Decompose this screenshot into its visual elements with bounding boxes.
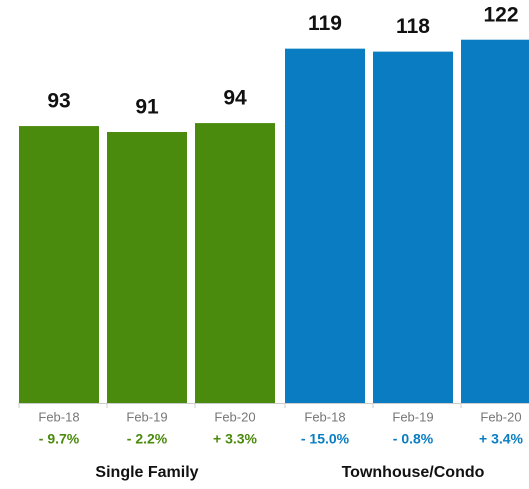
change-label: + 3.3% xyxy=(213,431,258,447)
group-label: Townhouse/Condo xyxy=(342,464,485,481)
x-tick-label: Feb-19 xyxy=(126,409,167,424)
bar xyxy=(461,39,529,403)
bar xyxy=(373,51,453,403)
x-tick-label: Feb-19 xyxy=(392,409,433,424)
bar xyxy=(107,132,187,403)
value-label: 91 xyxy=(135,96,159,119)
x-tick-label: Feb-20 xyxy=(214,409,255,424)
group-label: Single Family xyxy=(95,464,198,481)
change-label: - 2.2% xyxy=(127,431,168,447)
change-label: - 0.8% xyxy=(393,431,434,447)
value-label: 93 xyxy=(47,90,70,113)
x-tick-label: Feb-20 xyxy=(480,409,521,424)
change-label: + 3.4% xyxy=(479,431,524,447)
bar xyxy=(285,48,365,404)
value-label: 94 xyxy=(223,87,247,110)
change-label: - 9.7% xyxy=(39,431,80,447)
value-label: 122 xyxy=(483,3,518,26)
bar xyxy=(19,126,99,404)
bar xyxy=(195,123,275,403)
value-label: 119 xyxy=(308,12,342,35)
x-tick-label: Feb-18 xyxy=(38,409,79,424)
x-tick-label: Feb-18 xyxy=(304,409,345,424)
change-label: - 15.0% xyxy=(301,431,350,447)
value-label: 118 xyxy=(396,15,430,38)
